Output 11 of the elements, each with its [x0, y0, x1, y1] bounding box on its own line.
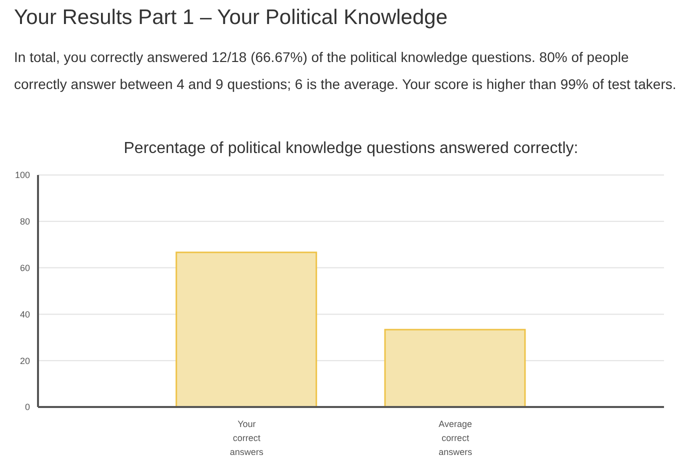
y-tick-label: 60 [20, 262, 30, 273]
y-tick-label: 100 [14, 170, 30, 180]
y-tick-label: 0 [24, 402, 30, 412]
x-tick-label: Average correct answers [438, 419, 473, 457]
chart-title: Your Results Part 1 – Your Political Knowledge [14, 6, 448, 30]
text: Percentage of political knowledge questions answered correctly: [122, 140, 580, 158]
y-tick-label: 20 [20, 356, 30, 366]
y-tick-label: 80 [20, 216, 30, 227]
y-tick-label: 40 [20, 309, 30, 320]
chart-subtitle: In total, you correctly answered 12/18 (66.67%) of the political knowledge questions. 80% of people correctly answer between 4 and 9 questions; 6 is the average. Your score is higher than 99% of test takers. [14, 48, 678, 94]
x-tick-label: Your correct answers [230, 419, 264, 457]
